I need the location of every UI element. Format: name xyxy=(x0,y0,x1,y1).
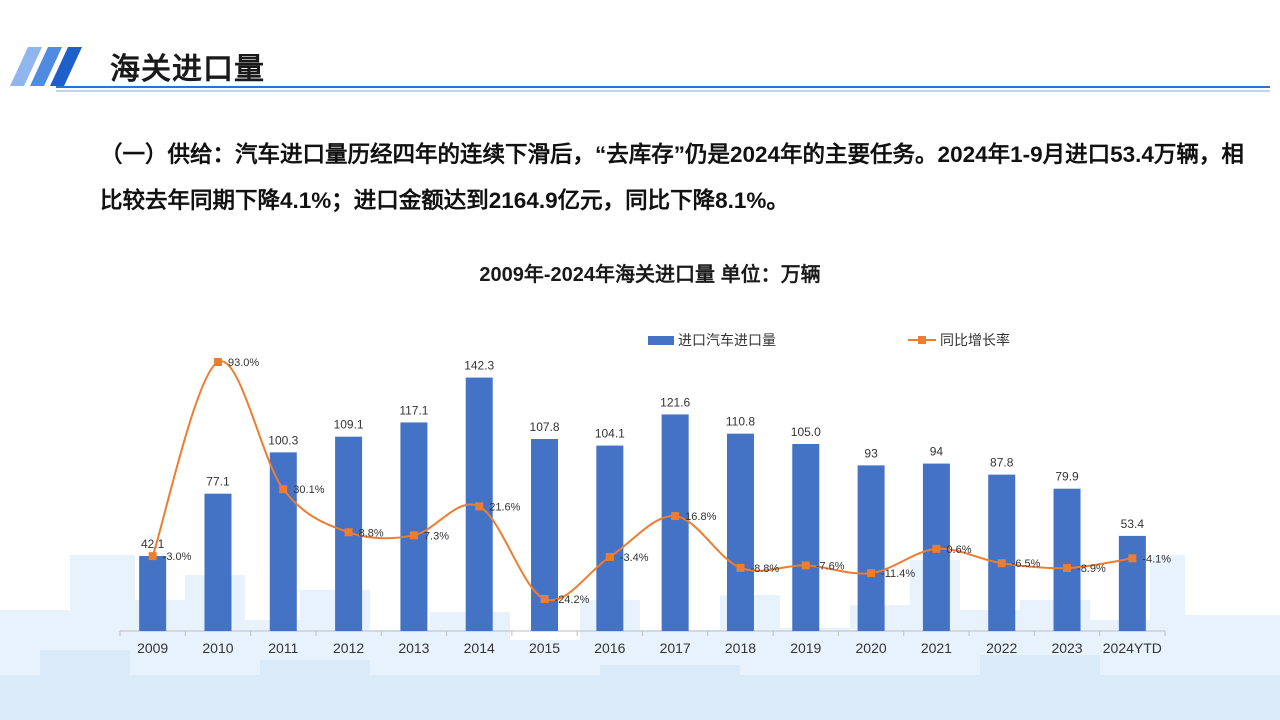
growth-point-2009 xyxy=(148,552,157,561)
growth-rate-label: -8.9% xyxy=(1077,563,1106,575)
x-tick-label: 2015 xyxy=(529,640,560,656)
x-tick-label: 2023 xyxy=(1051,640,1082,656)
bar-value-label: 142.3 xyxy=(464,359,494,373)
bar-2020 xyxy=(857,465,885,631)
growth-point-2024YTD xyxy=(1128,554,1137,563)
x-tick-label: 2019 xyxy=(790,640,821,656)
bar-value-label: 77.1 xyxy=(206,475,230,489)
growth-point-2021 xyxy=(932,544,941,553)
growth-point-2013 xyxy=(409,531,418,540)
growth-rate-label: -6.5% xyxy=(1012,558,1041,570)
header-decoration xyxy=(10,47,1270,92)
x-tick-label: 2013 xyxy=(398,640,429,656)
growth-point-2020 xyxy=(867,569,876,578)
x-tick-label: 2020 xyxy=(856,640,887,656)
city-skyline-front xyxy=(0,650,1280,720)
legend-line-swatch xyxy=(908,336,936,344)
bar-2024YTD xyxy=(1118,535,1146,631)
header-stripe-1 xyxy=(10,47,42,86)
growth-rate-label: -11.4% xyxy=(881,568,915,580)
legend-bar-swatch xyxy=(648,335,674,345)
growth-rate-label: 7.3% xyxy=(424,530,449,542)
growth-rate-label: -7.6% xyxy=(816,560,845,572)
legend-item-bar: 进口汽车进口量 xyxy=(648,330,776,350)
bar-2017 xyxy=(661,414,689,631)
growth-rate-line xyxy=(151,360,1133,602)
growth-rate-label: -4.1% xyxy=(1142,553,1171,565)
growth-point-2019 xyxy=(801,561,810,570)
growth-rate-label: 30.1% xyxy=(293,484,324,496)
bar-2010 xyxy=(204,493,232,631)
legend-bar-label: 进口汽车进口量 xyxy=(678,332,776,348)
growth-point-2023 xyxy=(1063,564,1072,573)
x-tick-label: 2024YTD xyxy=(1103,640,1162,656)
bar-2018 xyxy=(726,433,754,631)
header-stripe-3 xyxy=(50,47,82,86)
x-tick-label: 2016 xyxy=(594,640,625,656)
bar-2023 xyxy=(1053,488,1081,631)
growth-point-2014 xyxy=(475,502,484,511)
growth-point-2018 xyxy=(736,563,745,572)
bar-value-label: 87.8 xyxy=(990,456,1014,470)
bar-2013 xyxy=(400,422,428,631)
bar-value-label: 104.1 xyxy=(595,427,625,441)
bar-2022 xyxy=(988,474,1016,631)
x-tick-label: 2022 xyxy=(986,640,1017,656)
growth-point-2010 xyxy=(213,358,222,366)
bar-2009 xyxy=(139,556,167,631)
bar-value-label: 94 xyxy=(930,445,944,459)
bar-value-label: 109.1 xyxy=(334,418,364,432)
x-tick-label: 2011 xyxy=(268,640,298,656)
growth-rate-label: -24.2% xyxy=(555,594,590,606)
bar-value-label: 53.4 xyxy=(1121,517,1145,531)
chart-title: 2009年-2024年海关进口量 单位：万辆 xyxy=(479,264,821,286)
growth-point-2012 xyxy=(344,528,353,537)
bar-value-label: 42.1 xyxy=(141,537,165,551)
growth-rate-label: 8.8% xyxy=(359,527,384,539)
x-tick-label: 2014 xyxy=(464,640,495,656)
bar-value-label: 117.1 xyxy=(399,403,428,417)
bar-value-label: 100.3 xyxy=(268,433,298,447)
x-tick-label: 2010 xyxy=(202,640,233,656)
x-tick-label: 2012 xyxy=(333,640,364,656)
growth-point-2015 xyxy=(540,595,549,603)
legend-item-line: 同比增长率 xyxy=(908,330,1010,350)
bar-value-label: 110.8 xyxy=(726,415,755,429)
bar-2019 xyxy=(792,443,820,631)
growth-rate-label: -8.8% xyxy=(750,563,779,575)
header-stripe-2 xyxy=(30,47,62,86)
growth-rate-label: 21.6% xyxy=(489,501,520,513)
bar-value-label: 79.9 xyxy=(1055,470,1079,484)
x-tick-label: 2021 xyxy=(921,640,952,656)
bar-value-label: 93 xyxy=(864,446,878,460)
summary-paragraph: （一）供给：汽车进口量历经四年的连续下滑后，“去库存”仍是2024年的主要任务。… xyxy=(100,142,1244,213)
bar-value-label: 105.0 xyxy=(791,425,821,439)
growth-rate-label: -3.0% xyxy=(163,551,192,563)
bar-2011 xyxy=(269,452,297,631)
growth-point-2016 xyxy=(605,552,614,561)
x-tick-label: 2009 xyxy=(137,640,168,656)
bar-value-label: 107.8 xyxy=(530,420,560,434)
bar-2016 xyxy=(596,445,624,631)
slide-title: 海关进口量 xyxy=(110,53,265,86)
growth-rate-label: 16.8% xyxy=(685,511,716,523)
growth-rate-label: 0.6% xyxy=(946,544,971,556)
growth-point-2011 xyxy=(279,485,288,494)
legend-line-label: 同比增长率 xyxy=(940,332,1010,348)
growth-rate-label: 93.0% xyxy=(228,357,259,369)
x-tick-label: 2017 xyxy=(660,640,691,656)
bar-value-label: 121.6 xyxy=(660,395,690,409)
growth-rate-label: -3.4% xyxy=(620,552,649,564)
x-tick-label: 2018 xyxy=(725,640,756,656)
growth-point-2022 xyxy=(997,559,1006,568)
growth-point-2017 xyxy=(671,512,680,521)
